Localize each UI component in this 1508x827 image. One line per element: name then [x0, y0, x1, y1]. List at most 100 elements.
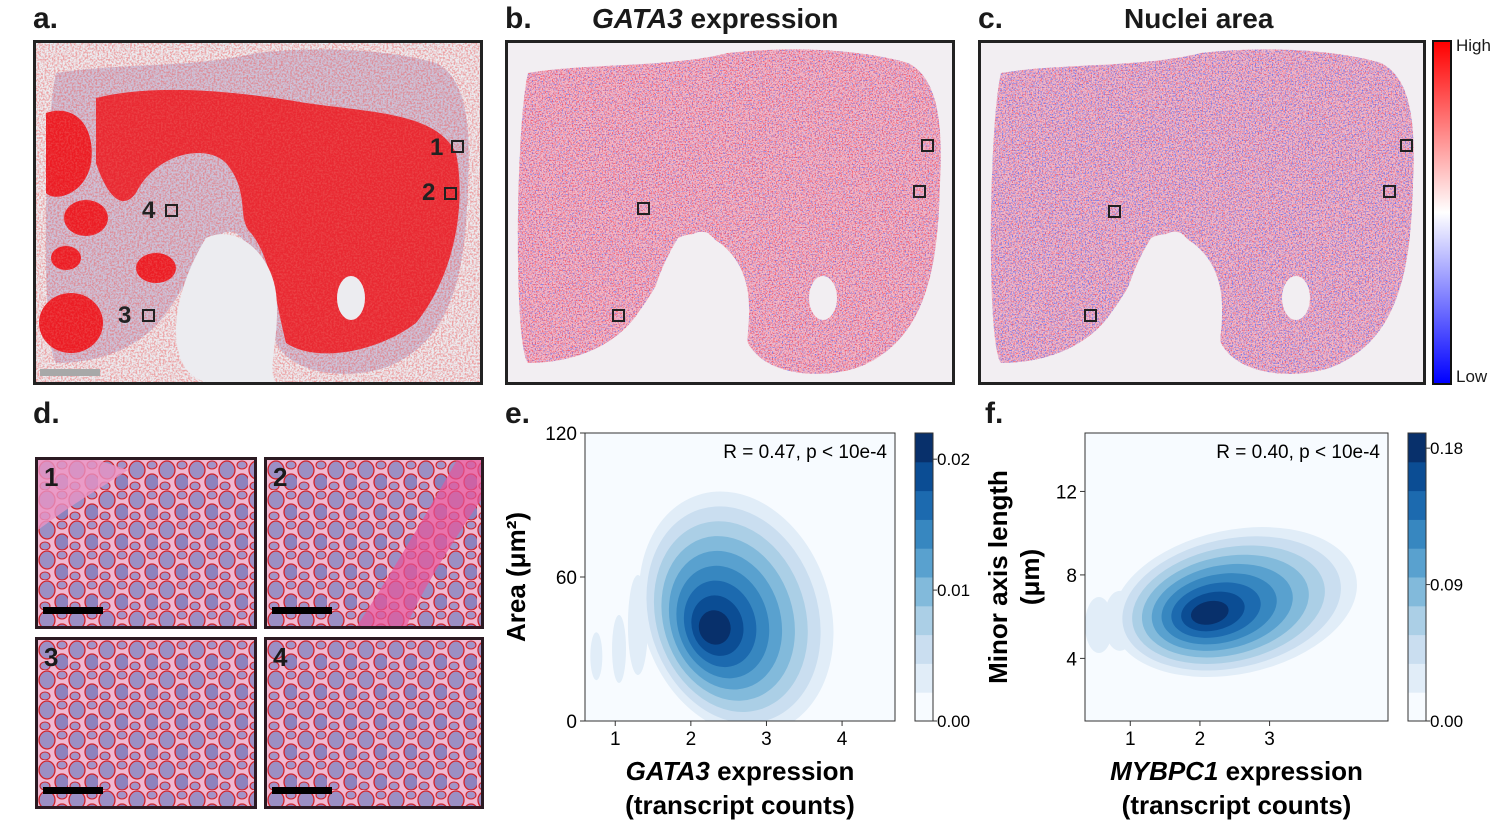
tile-number-3: 3	[44, 642, 59, 672]
roi-label-4: 4	[142, 197, 156, 224]
roi-label-3: 3	[118, 302, 131, 329]
expression-colorbar	[1432, 40, 1452, 385]
x-axis-title-rest: expression	[710, 756, 855, 786]
roi-box-1	[1400, 139, 1413, 152]
tile-number-4: 4	[273, 642, 288, 672]
colorbar-step	[915, 433, 933, 463]
roi-box-2	[1383, 185, 1396, 198]
panel-f-label: f.	[985, 397, 1004, 430]
x-tick-label: 1	[1125, 729, 1136, 750]
x-axis-title-line2: (transcript counts)	[625, 790, 855, 820]
x-tick-label: 4	[837, 729, 848, 750]
panel-e-label: e.	[505, 397, 531, 430]
x-axis-gene: GATA3	[626, 756, 711, 786]
scale-bar-1	[43, 607, 103, 614]
density-level-9	[698, 610, 731, 645]
x-tick-label: 1	[610, 729, 621, 750]
roi-box-3	[142, 309, 155, 322]
roi-label-2: 2	[422, 179, 435, 206]
correlation-annotation: R = 0.40, p < 10e-4	[1216, 442, 1380, 463]
tissue-panel-c	[978, 40, 1426, 385]
scale-bar-3	[43, 787, 103, 794]
colorbar-frame	[914, 432, 934, 722]
colorbar-step	[915, 634, 933, 664]
colorbar-step	[915, 577, 933, 607]
plot-frame	[1084, 432, 1389, 722]
y-axis-title-line1: Minor axis length	[985, 470, 1013, 684]
x-axis-title-rest: expression	[1218, 756, 1363, 786]
tile-1: 1	[35, 457, 257, 629]
roi-box-3	[1084, 309, 1097, 322]
y-tick-label: 120	[545, 424, 577, 445]
roi-box-1	[451, 140, 464, 153]
x-tick-label: 3	[761, 729, 772, 750]
roi-label-1: 1	[430, 134, 443, 161]
y-axis-title-line2: (μm)	[1015, 549, 1045, 605]
density-contours	[1085, 527, 1357, 678]
x-tick-label: 2	[1195, 729, 1206, 750]
tissue-panel-b	[505, 40, 955, 385]
colorbar-step	[915, 692, 933, 722]
panel-d-label: d.	[33, 397, 60, 430]
tile-number-1: 1	[44, 462, 59, 492]
roi-box-4	[637, 202, 650, 215]
colorbar-step	[915, 519, 933, 549]
colorbar-tick-label: 0.00	[937, 712, 970, 731]
tile-image-4	[267, 640, 481, 806]
correlation-annotation: R = 0.47, p < 10e-4	[723, 442, 887, 463]
colorbar-tick-label: 0.00	[1430, 712, 1463, 731]
panel-c-label: c.	[978, 2, 1004, 35]
panel-b-label: b.	[505, 2, 532, 35]
density-level-9	[1190, 600, 1229, 625]
colorbar-step	[915, 663, 933, 693]
density-side-lobe	[612, 615, 627, 683]
scale-bar-a	[40, 369, 100, 376]
density-contours	[590, 491, 834, 721]
y-tick-label: 8	[1066, 566, 1077, 587]
panel-b-title: GATA3 expression	[592, 3, 839, 34]
y-axis-title: Area (μm²)	[501, 512, 531, 642]
x-axis-title: GATA3 expression	[626, 756, 855, 786]
tile-number-2: 2	[273, 462, 288, 492]
tile-2: 2	[264, 457, 484, 629]
roi-box-4	[165, 204, 178, 217]
tile-3: 3	[35, 637, 257, 809]
density-side-lobe	[590, 632, 603, 681]
tissue-map-c	[990, 49, 1414, 382]
colorbar-step	[915, 490, 933, 520]
colorbar-tick-label: 0.01	[937, 581, 970, 600]
roi-box-4	[1108, 205, 1121, 218]
colorbar-step	[1408, 634, 1426, 664]
tissue-map-b	[517, 49, 941, 382]
roi-box-1	[921, 139, 934, 152]
y-tick-label: 0	[566, 712, 577, 733]
roi-box-2	[444, 187, 457, 200]
panel-c-title: Nuclei area	[1124, 3, 1274, 34]
colorbar-step	[1408, 577, 1426, 607]
colorbar-step	[915, 548, 933, 578]
colorbar-step	[915, 461, 933, 492]
colorbar-frame	[1407, 432, 1427, 722]
colorbar-step	[1408, 548, 1426, 578]
scale-bar-2	[272, 607, 332, 614]
x-axis-title-line2: (transcript counts)	[1122, 790, 1352, 820]
tissue-panel-a: 1 2 4 3	[33, 40, 483, 385]
roi-box-2	[913, 185, 926, 198]
colorbar-step	[1408, 605, 1426, 636]
x-axis-title: MYBPC1 expression	[1110, 756, 1363, 786]
colorbar-tick-label: 0.09	[1430, 576, 1463, 595]
tile-4: 4	[264, 637, 484, 809]
x-axis-gene: MYBPC1	[1110, 756, 1218, 786]
y-tick-label: 60	[556, 568, 577, 589]
tile-image-3	[38, 640, 254, 806]
colorbar-step	[1408, 519, 1426, 549]
roi-box-3	[612, 309, 625, 322]
y-tick-label: 12	[1056, 482, 1077, 503]
colorbar-step	[915, 605, 933, 636]
panel-a-label: a.	[33, 2, 59, 35]
x-tick-label: 3	[1264, 729, 1275, 750]
colorbar-step	[1408, 490, 1426, 520]
tissue-map-a: 1 2 4 3	[36, 43, 480, 382]
colorbar-tick-label: 0.18	[1430, 439, 1463, 458]
